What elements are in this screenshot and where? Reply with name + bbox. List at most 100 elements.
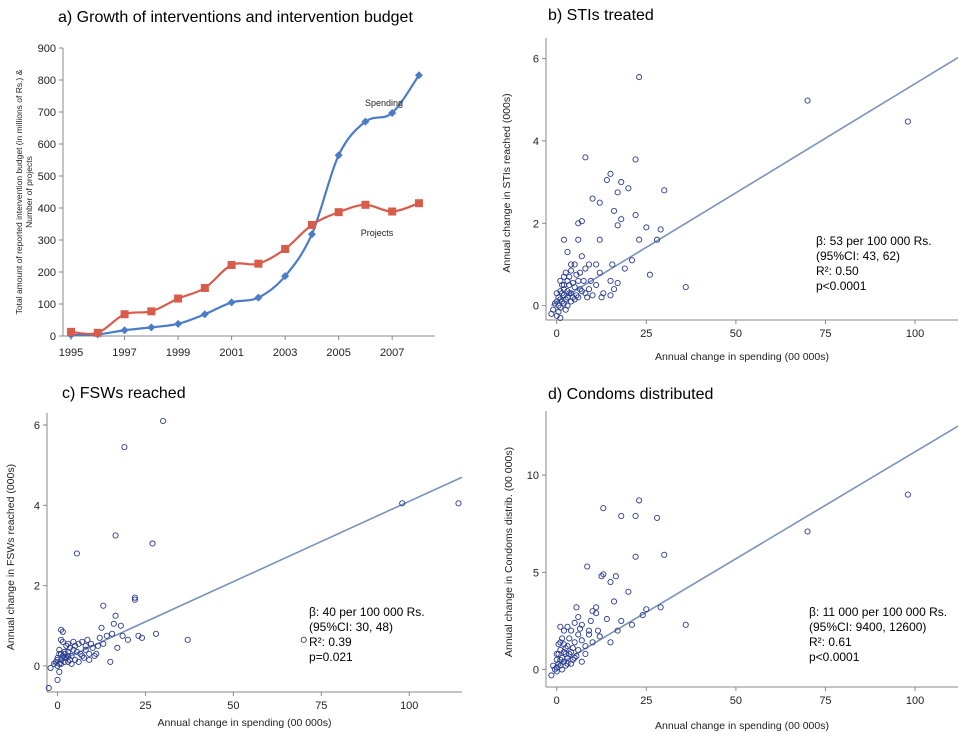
- data-point: [618, 179, 625, 186]
- panel-a-chart: 0 100 200 300 400 500 600 700 800 900 1995 1997 1999…: [14, 43, 435, 359]
- data-point: [632, 553, 639, 560]
- x-tick-label: 25: [640, 328, 652, 340]
- data-point: [575, 277, 582, 284]
- panel-b: b) STIs treated 0 2 4 6 0 25 50 75 100 Annual cha…: [479, 0, 958, 367]
- data-point: [68, 660, 75, 667]
- data-point: [611, 207, 618, 214]
- y-tick-label: 500: [38, 171, 56, 183]
- projects-point: [227, 260, 236, 269]
- data-point: [571, 261, 578, 268]
- data-point: [117, 622, 124, 629]
- data-point: [84, 636, 91, 643]
- data-point: [628, 257, 636, 264]
- data-point: [68, 652, 75, 659]
- panel-b-stat-p: p<0.0001: [816, 279, 867, 293]
- y-tick-label: 900: [38, 43, 56, 55]
- data-point: [94, 642, 102, 649]
- data-point: [607, 639, 614, 646]
- data-point: [65, 652, 72, 659]
- panel-b-stat-beta: β: 53 per 100 000 Rs.: [816, 234, 932, 248]
- data-point: [568, 660, 575, 667]
- data-point: [121, 444, 128, 451]
- data-point: [110, 620, 117, 627]
- projects-point: [388, 207, 397, 216]
- y-tick-label: 4: [533, 136, 539, 148]
- data-point: [551, 666, 559, 673]
- data-point: [568, 261, 575, 268]
- data-point: [455, 500, 462, 507]
- projects-point: [307, 220, 316, 229]
- x-tick-label: 2005: [326, 347, 350, 359]
- data-point: [96, 634, 103, 641]
- data-point: [578, 253, 585, 260]
- data-point: [66, 644, 73, 651]
- data-point: [112, 532, 119, 539]
- projects-point: [414, 199, 423, 208]
- x-tick-label: 100: [906, 695, 924, 707]
- data-point: [555, 641, 562, 648]
- data-point: [61, 658, 68, 665]
- data-point: [636, 236, 643, 243]
- data-point: [614, 279, 621, 286]
- data-point: [560, 281, 567, 289]
- data-point: [589, 639, 596, 646]
- data-point: [611, 598, 618, 605]
- data-point: [593, 604, 600, 611]
- spending-point: [174, 319, 183, 328]
- x-tick-label: 2007: [380, 347, 404, 359]
- data-point: [566, 635, 573, 642]
- data-point: [562, 662, 569, 669]
- data-point: [603, 615, 610, 623]
- data-point: [566, 650, 573, 658]
- data-point: [904, 491, 911, 498]
- x-tick-label: 2003: [273, 347, 297, 359]
- data-point: [578, 218, 585, 225]
- data-point: [553, 290, 560, 297]
- data-point: [184, 636, 191, 643]
- data-point: [54, 656, 61, 663]
- data-point: [582, 643, 589, 650]
- data-point: [75, 640, 82, 647]
- projects-label: Projects: [361, 228, 394, 238]
- data-point: [52, 658, 59, 665]
- data-point: [578, 637, 585, 644]
- data-point: [904, 118, 911, 125]
- data-point: [73, 550, 80, 557]
- data-point: [598, 573, 605, 580]
- data-point: [632, 156, 639, 163]
- data-point: [607, 277, 614, 284]
- y-axis-label: Annual change in FSWs reached (000s): [5, 464, 17, 650]
- data-point: [661, 187, 668, 194]
- y-tick-label: 6: [533, 54, 539, 66]
- data-point: [576, 625, 584, 632]
- data-point: [131, 594, 138, 601]
- y-axis-label-group: Annual change in STIs reached (000s): [501, 93, 513, 272]
- y-tick-label: 0: [533, 665, 539, 677]
- y-tick-label: 6: [34, 420, 40, 432]
- x-tick-label: 75: [819, 695, 831, 707]
- data-point: [100, 602, 107, 609]
- y-tick-label: 2: [34, 581, 40, 593]
- spending-point: [281, 272, 290, 281]
- data-point: [61, 648, 68, 655]
- data-point: [70, 638, 77, 645]
- data-point: [609, 261, 616, 268]
- data-point: [557, 656, 564, 663]
- data-point: [593, 261, 600, 268]
- data-point: [618, 512, 625, 520]
- y-tick-label: 600: [38, 139, 56, 151]
- panel-c-stat-r2: R²: 0.39: [309, 635, 352, 649]
- data-point: [65, 658, 72, 665]
- data-point: [568, 648, 575, 656]
- data-point: [569, 645, 576, 652]
- panel-d-stat-r2: R²: 0.61: [809, 635, 852, 649]
- panel-d-stat-p: p<0.0001: [809, 650, 860, 664]
- data-point: [557, 277, 564, 284]
- data-point: [564, 623, 571, 630]
- data-point: [65, 640, 72, 647]
- data-point: [587, 277, 594, 284]
- y-tick-label: 100: [38, 299, 56, 311]
- data-point: [114, 644, 121, 651]
- data-point: [560, 236, 567, 243]
- data-point: [553, 668, 560, 675]
